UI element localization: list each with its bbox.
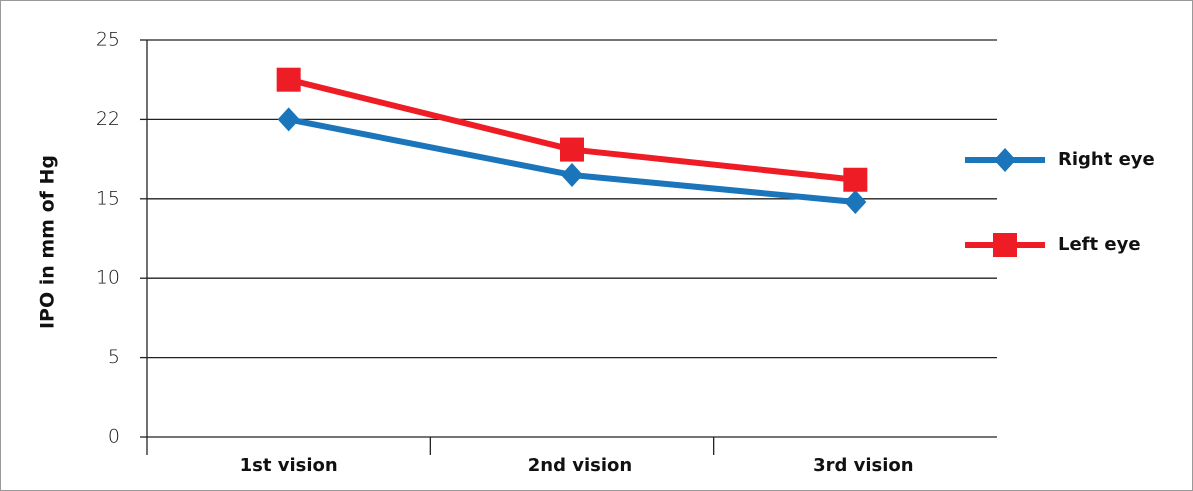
legend-label: Right eye [1058,149,1155,170]
y-tick-label: 10 [96,267,120,289]
y-tick-label: 22 [96,108,120,130]
marker [276,67,301,92]
marker [560,137,584,162]
x-tick-label: 1st vision [240,455,338,476]
marker [561,162,583,187]
x-tick-label: 3rd vision [813,455,914,476]
y-axis-label: IPO in mm of Hg [37,155,59,329]
legend-label: Left eye [1058,234,1141,255]
marker [844,189,867,214]
y-tick-label: 15 [96,187,120,209]
marker [277,107,300,132]
x-tick-label: 2nd vision [528,455,632,476]
y-tick-label: 25 [96,29,120,51]
y-tick-label: 0 [108,426,120,448]
y-tick-label: 5 [108,346,120,368]
marker [843,167,868,192]
legend-marker [994,148,1016,172]
legend-marker [993,233,1017,257]
